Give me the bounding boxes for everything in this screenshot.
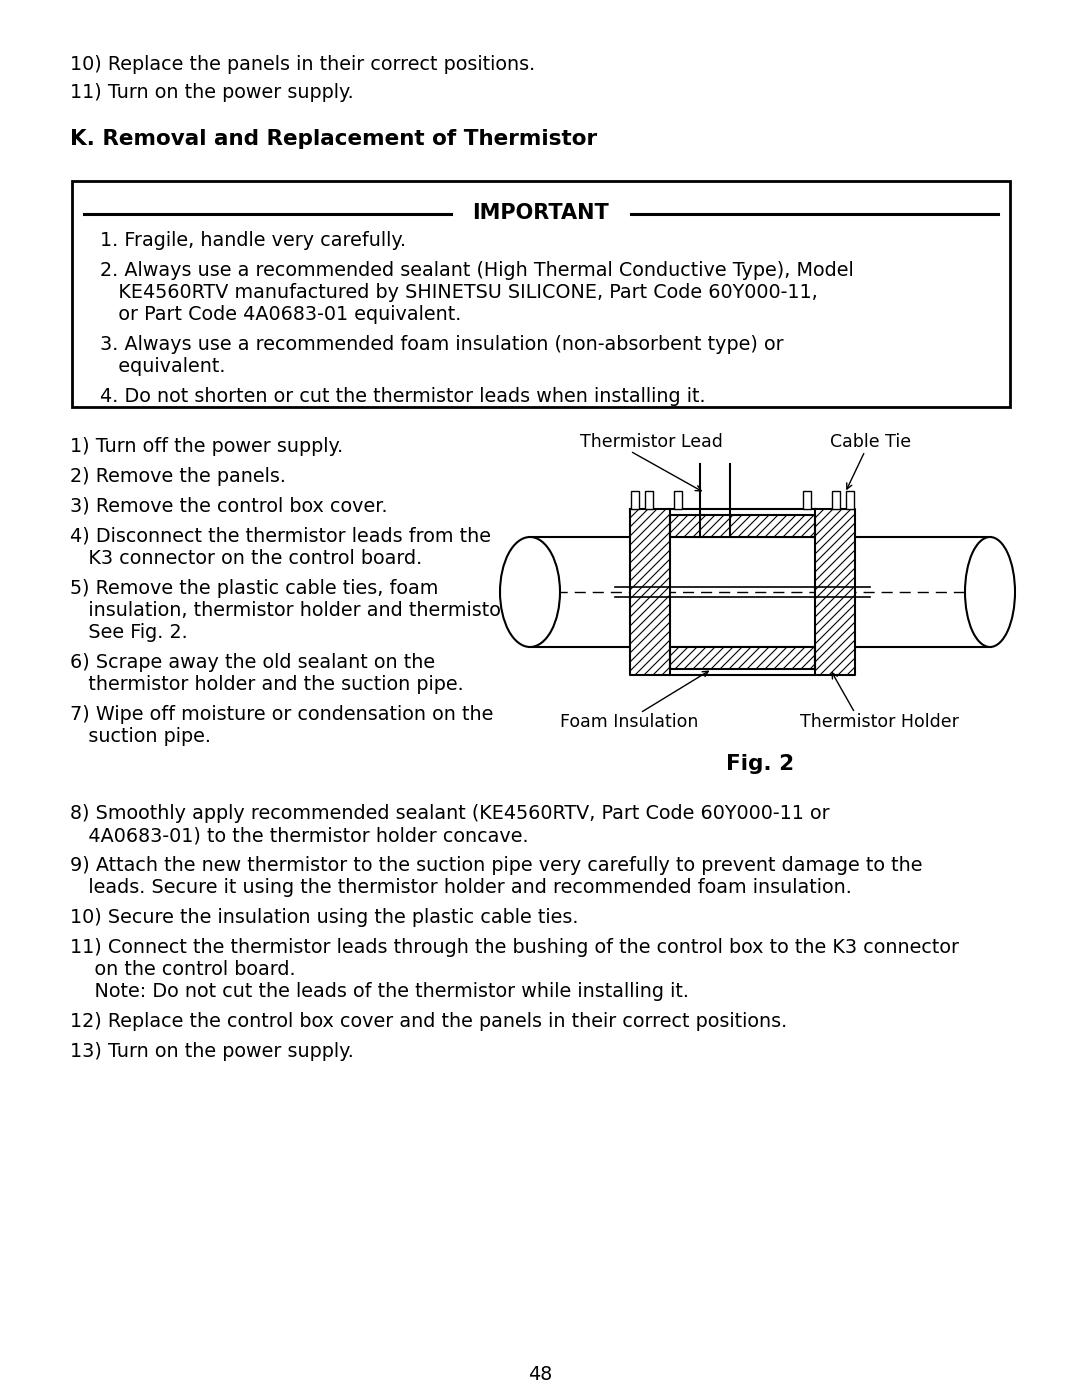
Text: 6) Scrape away the old sealant on the: 6) Scrape away the old sealant on the bbox=[70, 652, 435, 672]
Text: 7) Wipe off moisture or condensation on the: 7) Wipe off moisture or condensation on … bbox=[70, 705, 494, 724]
Text: leads. Secure it using the thermistor holder and recommended foam insulation.: leads. Secure it using the thermistor ho… bbox=[70, 877, 852, 897]
Text: Thermistor Lead: Thermistor Lead bbox=[580, 433, 723, 451]
Text: Note: Do not cut the leads of the thermistor while installing it.: Note: Do not cut the leads of the thermi… bbox=[70, 982, 689, 1002]
Text: 12) Replace the control box cover and the panels in their correct positions.: 12) Replace the control box cover and th… bbox=[70, 1011, 787, 1031]
Bar bbox=[832, 490, 840, 509]
Text: 48: 48 bbox=[528, 1365, 552, 1384]
Text: suction pipe.: suction pipe. bbox=[70, 726, 211, 746]
Text: K3 connector on the control board.: K3 connector on the control board. bbox=[70, 549, 422, 569]
Text: 10) Replace the panels in their correct positions.: 10) Replace the panels in their correct … bbox=[70, 54, 536, 74]
Text: Fig. 2: Fig. 2 bbox=[726, 754, 794, 774]
Bar bbox=[674, 490, 681, 509]
Text: 4. Do not shorten or cut the thermistor leads when installing it.: 4. Do not shorten or cut the thermistor … bbox=[100, 387, 705, 407]
Text: 4A0683-01) to the thermistor holder concave.: 4A0683-01) to the thermistor holder conc… bbox=[70, 826, 528, 845]
Bar bbox=[631, 490, 639, 509]
Bar bbox=[645, 490, 653, 509]
Bar bbox=[630, 509, 670, 675]
Text: 11) Connect the thermistor leads through the bushing of the control box to the K: 11) Connect the thermistor leads through… bbox=[70, 937, 959, 957]
Text: 1) Turn off the power supply.: 1) Turn off the power supply. bbox=[70, 437, 343, 455]
Text: 2. Always use a recommended sealant (High Thermal Conductive Type), Model: 2. Always use a recommended sealant (Hig… bbox=[100, 261, 854, 279]
Bar bbox=[670, 647, 815, 669]
Text: 11) Turn on the power supply.: 11) Turn on the power supply. bbox=[70, 82, 354, 102]
Text: K. Removal and Replacement of Thermistor: K. Removal and Replacement of Thermistor bbox=[70, 129, 597, 149]
Text: equivalent.: equivalent. bbox=[100, 358, 226, 376]
Text: thermistor holder and the suction pipe.: thermistor holder and the suction pipe. bbox=[70, 675, 463, 694]
Text: KE4560RTV manufactured by SHINETSU SILICONE, Part Code 60Y000-11,: KE4560RTV manufactured by SHINETSU SILIC… bbox=[100, 284, 818, 302]
Text: or Part Code 4A0683-01 equivalent.: or Part Code 4A0683-01 equivalent. bbox=[100, 305, 461, 324]
Text: 3) Remove the control box cover.: 3) Remove the control box cover. bbox=[70, 497, 388, 515]
Text: insulation, thermistor holder and thermistor.: insulation, thermistor holder and thermi… bbox=[70, 601, 513, 620]
Text: 5) Remove the plastic cable ties, foam: 5) Remove the plastic cable ties, foam bbox=[70, 578, 438, 598]
Text: 9) Attach the new thermistor to the suction pipe very carefully to prevent damag: 9) Attach the new thermistor to the suct… bbox=[70, 856, 922, 875]
Text: 13) Turn on the power supply.: 13) Turn on the power supply. bbox=[70, 1042, 354, 1060]
Text: IMPORTANT: IMPORTANT bbox=[473, 203, 609, 224]
Text: Thermistor Holder: Thermistor Holder bbox=[800, 712, 959, 731]
Bar bbox=[815, 509, 855, 675]
Bar bbox=[846, 490, 854, 509]
Ellipse shape bbox=[500, 536, 561, 647]
Text: on the control board.: on the control board. bbox=[70, 960, 296, 979]
Bar bbox=[670, 515, 815, 536]
Text: 3. Always use a recommended foam insulation (non-absorbent type) or: 3. Always use a recommended foam insulat… bbox=[100, 335, 784, 353]
Bar bbox=[804, 490, 811, 509]
Text: 4) Disconnect the thermistor leads from the: 4) Disconnect the thermistor leads from … bbox=[70, 527, 491, 546]
Text: Cable Tie: Cable Tie bbox=[831, 433, 912, 451]
Text: See Fig. 2.: See Fig. 2. bbox=[70, 623, 188, 643]
Text: 2) Remove the panels.: 2) Remove the panels. bbox=[70, 467, 286, 486]
Text: 8) Smoothly apply recommended sealant (KE4560RTV, Part Code 60Y000-11 or: 8) Smoothly apply recommended sealant (K… bbox=[70, 805, 829, 823]
Text: 10) Secure the insulation using the plastic cable ties.: 10) Secure the insulation using the plas… bbox=[70, 908, 579, 928]
Ellipse shape bbox=[966, 536, 1015, 647]
Text: 1. Fragile, handle very carefully.: 1. Fragile, handle very carefully. bbox=[100, 231, 406, 250]
Text: Foam Insulation: Foam Insulation bbox=[561, 712, 699, 731]
